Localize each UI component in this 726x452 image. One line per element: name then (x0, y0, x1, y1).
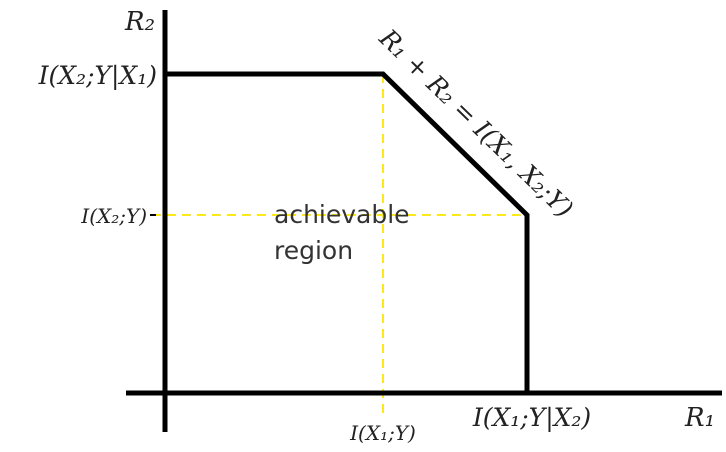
y-axis-label: R₂ (124, 7, 155, 37)
region-boundary (165, 71, 530, 393)
region-label-line1: achievable (274, 200, 410, 229)
diagonal-equation-label: R₁ + R₂ = I(X₁, X₂;Y) (373, 23, 579, 224)
y-tick-label-lower: I(X₂;Y) (80, 204, 147, 228)
region-label-line2: region (274, 236, 353, 265)
x-axis-label: R₁ (684, 403, 715, 433)
y-tick-label-upper: I(X₂;Y|X₁) (38, 61, 157, 91)
x-tick-label-left: I(X₁;Y) (349, 421, 416, 445)
x-tick-label-right: I(X₁;Y|X₂) (472, 403, 591, 433)
